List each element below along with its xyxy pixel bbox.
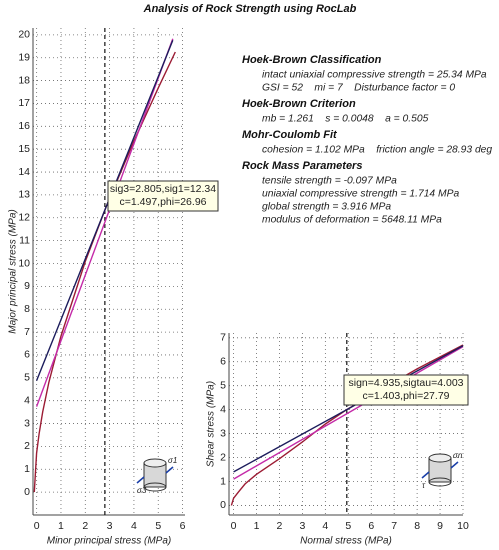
y-tick-label: 5 xyxy=(220,379,226,391)
y-tick-label: 12 xyxy=(18,212,30,224)
x-axis-label: Normal stress (MPa) xyxy=(300,536,392,547)
icon-label: σn xyxy=(453,451,463,460)
annotation-text: c=1.403,phi=27.79 xyxy=(363,390,450,402)
y-axis-label: Shear stress (MPa) xyxy=(206,381,217,467)
x-tick-label: 0 xyxy=(34,520,40,532)
icon-label: σ3 xyxy=(137,486,147,495)
info-heading: Hoek-Brown Criterion xyxy=(242,98,356,110)
icon-bottom xyxy=(143,482,167,492)
y-tick-label: 4 xyxy=(220,403,226,415)
y-tick-label: 4 xyxy=(24,394,30,406)
y-tick-label: 17 xyxy=(18,97,30,109)
y-tick-label: 18 xyxy=(18,74,30,86)
x-tick-label: 3 xyxy=(107,520,113,532)
y-tick-label: 6 xyxy=(24,349,30,361)
y-tick-label: 13 xyxy=(18,189,30,201)
x-tick-label: 5 xyxy=(345,520,351,532)
annotation-box xyxy=(107,180,219,212)
info-heading: Hoek-Brown Classification xyxy=(242,54,382,66)
icon-label: τ xyxy=(422,481,426,490)
info-heading: Rock Mass Parameters xyxy=(242,160,362,172)
y-tick-label: 14 xyxy=(18,166,30,178)
icon-top xyxy=(143,458,167,468)
info-line: cohesion = 1.102 MPa friction angle = 28… xyxy=(262,145,492,156)
x-tick-label: 3 xyxy=(299,520,305,532)
y-tick-label: 1 xyxy=(24,463,30,475)
y-tick-label: 11 xyxy=(19,234,30,246)
y-tick-label: 0 xyxy=(24,486,30,498)
icon-bottom xyxy=(428,477,452,487)
y-tick-label: 6 xyxy=(220,356,226,368)
y-tick-label: 0 xyxy=(220,499,226,511)
data-line xyxy=(35,38,174,407)
y-tick-label: 15 xyxy=(18,143,30,155)
y-tick-label: 9 xyxy=(24,280,30,292)
info-line: modulus of deformation = 5648.11 MPa xyxy=(262,215,442,226)
info-line: global strength = 3.916 MPa xyxy=(262,202,391,213)
info-line: tensile strength = -0.097 MPa xyxy=(262,176,397,187)
y-tick-label: 3 xyxy=(220,427,226,439)
y-axis-label: Major principal stress (MPa) xyxy=(8,209,19,333)
y-tick-label: 2 xyxy=(220,451,226,463)
data-line xyxy=(233,345,464,473)
annotation-text: c=1.497,phi=26.96 xyxy=(120,196,207,208)
x-tick-label: 2 xyxy=(82,520,88,532)
icon-arrow xyxy=(136,476,145,484)
x-tick-label: 6 xyxy=(180,520,186,532)
info-heading: Mohr-Coulomb Fit xyxy=(242,129,338,141)
icon-arrow xyxy=(165,466,174,474)
y-tick-label: 5 xyxy=(24,372,30,384)
page-title: Analysis of Rock Strength using RocLab xyxy=(143,3,357,15)
x-tick-label: 1 xyxy=(58,520,64,532)
x-tick-label: 7 xyxy=(391,520,397,532)
annotation-text: sign=4.935,sigtau=4.003 xyxy=(348,377,463,389)
icon-arrow xyxy=(450,461,459,469)
x-tick-label: 1 xyxy=(254,520,260,532)
y-tick-label: 1 xyxy=(220,475,226,487)
info-line: uniaxial compressive strength = 1.714 MP… xyxy=(262,189,459,200)
x-tick-label: 8 xyxy=(414,520,420,532)
data-line xyxy=(233,345,464,480)
y-tick-label: 19 xyxy=(18,52,30,64)
y-tick-label: 20 xyxy=(18,29,30,41)
info-line: GSI = 52 mi = 7 Disturbance factor = 0 xyxy=(262,83,455,94)
x-tick-label: 4 xyxy=(322,520,328,532)
x-tick-label: 9 xyxy=(437,520,443,532)
y-tick-label: 16 xyxy=(18,120,30,132)
y-tick-label: 7 xyxy=(24,326,30,338)
y-tick-label: 2 xyxy=(24,440,30,452)
icon-top xyxy=(428,453,452,463)
x-tick-label: 4 xyxy=(131,520,137,532)
annotation-box xyxy=(343,374,469,406)
x-tick-label: 6 xyxy=(368,520,374,532)
x-tick-label: 5 xyxy=(155,520,161,532)
x-tick-label: 0 xyxy=(231,520,237,532)
y-tick-label: 10 xyxy=(18,257,30,269)
y-tick-label: 8 xyxy=(24,303,30,315)
data-line xyxy=(33,51,176,493)
data-line xyxy=(35,40,174,381)
icon-label: σ1 xyxy=(168,456,177,465)
info-line: mb = 1.261 s = 0.0048 a = 0.505 xyxy=(262,114,429,125)
icon-arrow xyxy=(421,471,430,479)
y-tick-label: 3 xyxy=(24,417,30,429)
x-axis-label: Minor principal stress (MPa) xyxy=(47,536,171,547)
y-tick-label: 7 xyxy=(220,332,226,344)
annotation-text: sig3=2.805,sig1=12.34 xyxy=(110,183,216,195)
x-tick-label: 2 xyxy=(277,520,283,532)
info-line: intact uniaxial compressive strength = 2… xyxy=(262,70,487,81)
x-tick-label: 10 xyxy=(457,520,469,532)
